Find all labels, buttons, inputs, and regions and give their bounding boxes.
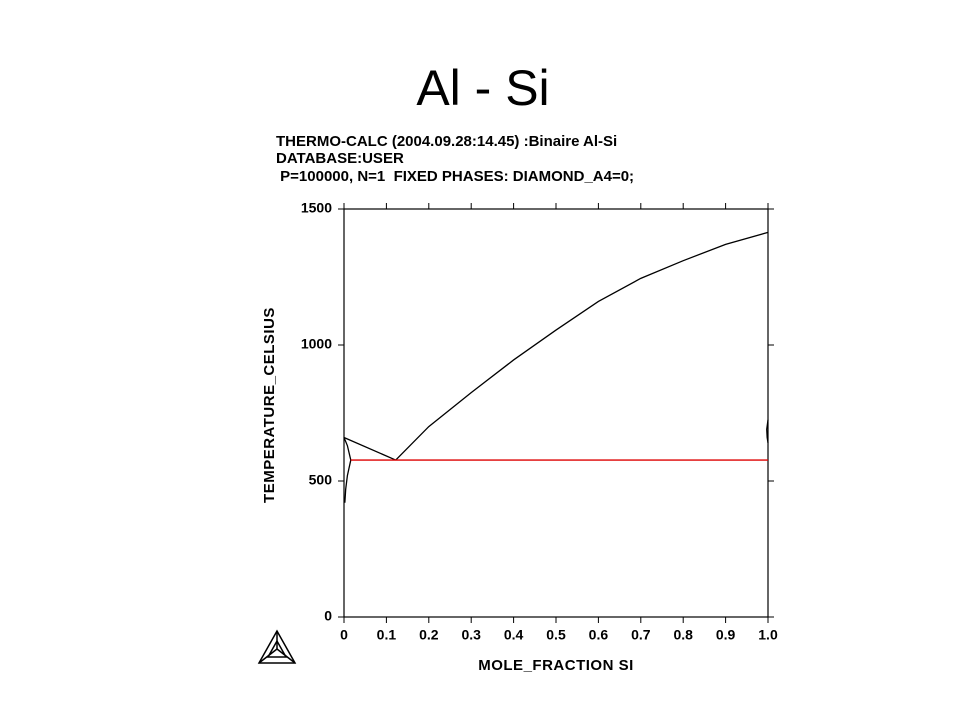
y-tick-label: 500	[309, 472, 333, 488]
phase-line	[343, 436, 396, 461]
y-axis-label: TEMPERATURE_CELSIUS	[261, 307, 278, 503]
x-axis-label: MOLE_FRACTION SI	[478, 657, 634, 674]
x-tick-label: 0.2	[419, 627, 439, 643]
x-tick-label: 0.3	[461, 627, 481, 643]
x-tick-label: 0.6	[589, 627, 609, 643]
header-line: P=100000, N=1 FIXED PHASES: DIAMOND_A4=0…	[276, 168, 634, 185]
x-tick-label: 0.9	[716, 627, 736, 643]
logo	[257, 629, 297, 664]
header-line: THERMO-CALC (2004.09.28:14.45) :Binaire …	[276, 133, 617, 150]
x-tick-label: 0	[340, 627, 348, 643]
slide-title: Al - Si	[416, 60, 549, 116]
x-tick-label: 1.0	[758, 627, 778, 643]
x-tick-label: 0.7	[631, 627, 651, 643]
y-tick-label: 1500	[301, 200, 332, 216]
y-tick-label: 0	[324, 608, 332, 624]
header-line: DATABASE:USER	[276, 150, 404, 167]
phase-line	[395, 231, 769, 461]
x-tick-label: 0.5	[546, 627, 566, 643]
phase-line	[766, 419, 769, 444]
plot-frame	[343, 208, 769, 618]
y-tick-label: 1000	[301, 336, 332, 352]
x-tick-label: 0.4	[504, 627, 524, 643]
phase-line	[344, 459, 352, 503]
x-tick-label: 0.1	[377, 627, 397, 643]
x-tick-label: 0.8	[673, 627, 693, 643]
phase-line	[343, 437, 352, 461]
